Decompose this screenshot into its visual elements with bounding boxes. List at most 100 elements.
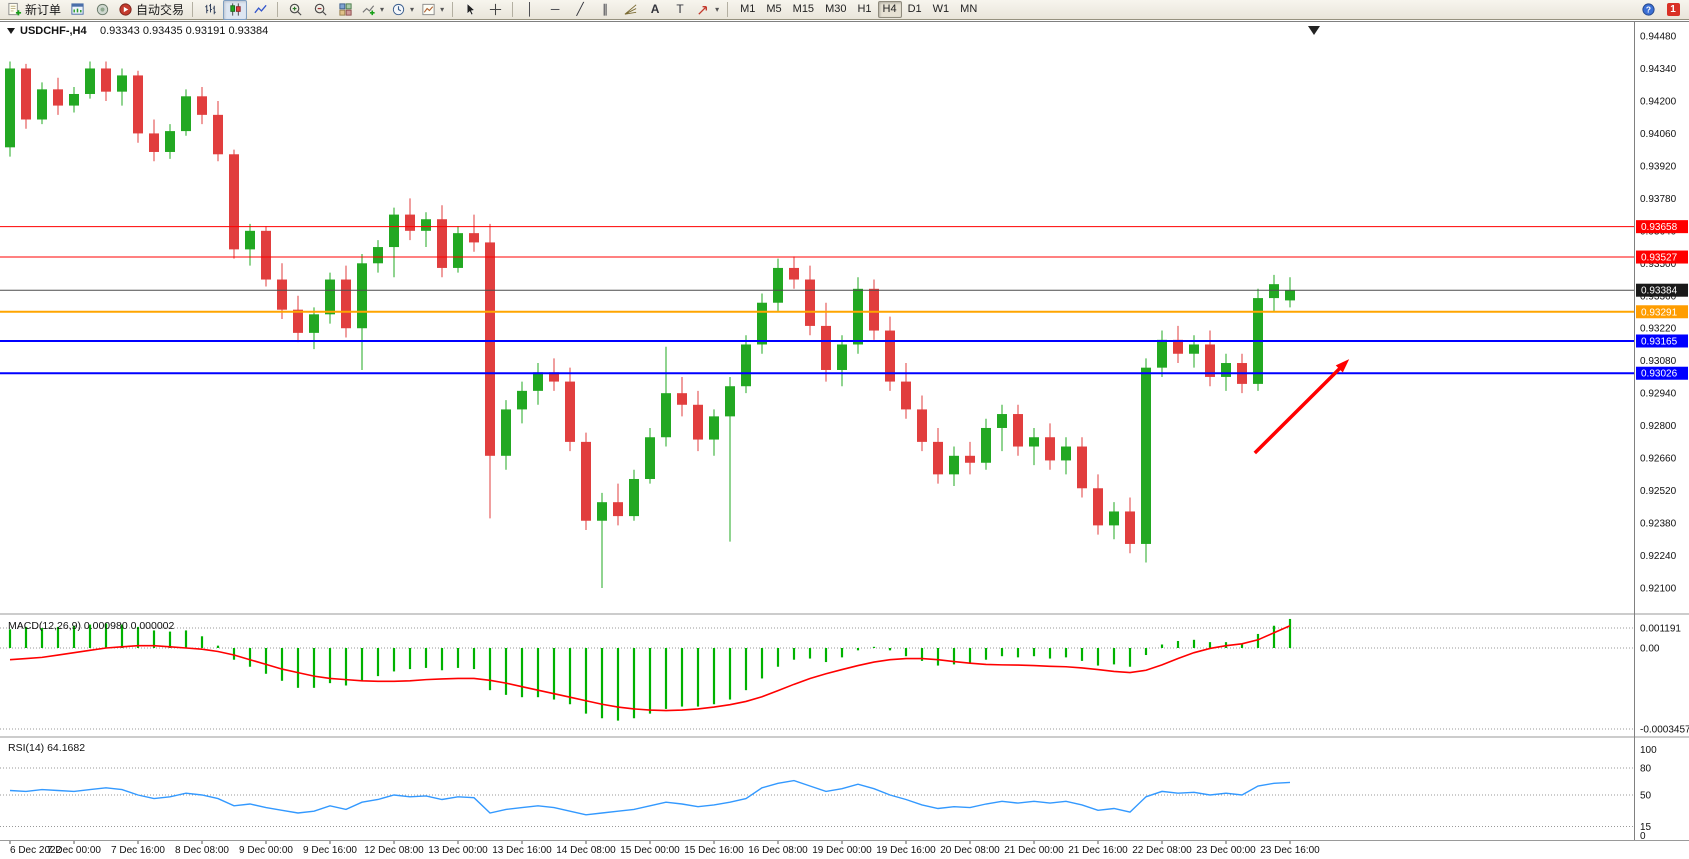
timeframe-button-M1[interactable]: M1 <box>740 3 756 15</box>
channel-tool-button[interactable]: ∥ <box>593 0 617 20</box>
indicators-button[interactable]: ▾ <box>358 0 387 20</box>
price-axis-tick: 0.94060 <box>1640 129 1677 140</box>
bull-candle-body <box>629 478 639 517</box>
rsi-axis-label: 100 <box>1640 745 1657 756</box>
time-axis-label: 19 Dec 16:00 <box>876 845 936 856</box>
bear-candle-body <box>405 214 415 231</box>
time-axis-label: 12 Dec 08:00 <box>364 845 424 856</box>
cursor-tool-button[interactable] <box>458 0 482 20</box>
bear-candle-body <box>1077 446 1087 489</box>
toolbar-separator <box>727 2 729 17</box>
price-axis-tick: 0.92660 <box>1640 454 1677 465</box>
text-label-tool-button[interactable]: T <box>668 0 692 20</box>
resistance-line-upper-badge <box>1636 220 1688 234</box>
timeframe-button-H1[interactable]: H1 <box>857 3 872 15</box>
time-axis-label: 7 Dec 00:00 <box>47 845 101 856</box>
chart-title-ohlc: 0.93343 0.93435 0.93191 0.93384 <box>100 25 268 37</box>
auto-trading-icon <box>119 3 132 16</box>
text-tool-button[interactable]: A <box>643 0 667 20</box>
vertical-line-icon: │ <box>526 2 534 16</box>
bear-candle-body <box>565 381 575 442</box>
bear-candle-body <box>581 441 591 521</box>
market-watch-button[interactable] <box>90 0 114 20</box>
vertical-line-tool-button[interactable]: │ <box>518 0 542 20</box>
time-axis-label: 21 Dec 00:00 <box>1004 845 1064 856</box>
crosshair-tool-button[interactable] <box>483 0 507 20</box>
bull-candle-body <box>181 96 191 132</box>
rsi-label: RSI(14) 64.1682 <box>8 742 85 754</box>
bull-candle-body <box>453 233 463 268</box>
notifications-button[interactable]: 1 <box>1661 0 1685 20</box>
price-axis-tick: 0.92240 <box>1640 551 1677 562</box>
bar-chart-icon <box>204 3 216 15</box>
bull-candle-body <box>997 414 1007 428</box>
collapse-indicator-icon[interactable] <box>7 28 15 34</box>
bear-candle-body <box>613 502 623 517</box>
bull-candle-body <box>117 75 127 92</box>
bear-candle-body <box>549 372 559 382</box>
timeframe-button-MN[interactable]: MN <box>960 3 978 15</box>
time-axis-label: 9 Dec 00:00 <box>239 845 293 856</box>
bear-candle-body <box>261 230 271 280</box>
auto-trading-button[interactable]: 自动交易 <box>115 0 187 20</box>
bear-candle-body <box>933 441 943 475</box>
macd-axis-label: 0.00 <box>1640 644 1660 655</box>
timeframe-button-M5[interactable]: M5 <box>766 3 782 15</box>
zoom-in-button[interactable] <box>283 0 307 20</box>
periods-button[interactable]: ▾ <box>388 0 417 20</box>
tile-windows-button[interactable] <box>333 0 357 20</box>
new-order-icon <box>8 2 22 16</box>
chart-title-symbol: USDCHF-,H4 <box>20 25 87 37</box>
bar-chart-type-button[interactable] <box>198 0 222 20</box>
bear-candle-body <box>229 154 239 250</box>
dropdown-caret-icon: ▾ <box>410 5 415 14</box>
zoom-out-icon <box>314 3 327 16</box>
timeframe-button-M30[interactable]: M30 <box>825 3 847 15</box>
support-line-lower-badge <box>1636 366 1688 380</box>
trendline-icon: ╱ <box>576 2 584 16</box>
bear-candle-body <box>197 96 207 115</box>
bear-candle-body <box>293 309 303 333</box>
price-badge-label: 0.93527 <box>1641 253 1678 264</box>
price-badge-label: 0.93658 <box>1641 222 1678 233</box>
trend-arrow-line[interactable] <box>1253 364 1344 455</box>
bull-candle-body <box>85 68 95 94</box>
bull-candle-body <box>37 89 47 120</box>
timeframe-button-M15[interactable]: M15 <box>792 3 815 15</box>
arrows-tool-button[interactable]: ▾ <box>693 0 722 20</box>
bull-candle-body <box>725 386 735 417</box>
chart-shift-marker-icon[interactable] <box>1308 26 1320 35</box>
price-axis-tick: 0.92940 <box>1640 389 1677 400</box>
help-button[interactable]: ? <box>1636 0 1660 20</box>
bear-candle-body <box>1173 339 1183 354</box>
time-axis-label: 14 Dec 08:00 <box>556 845 616 856</box>
price-axis-tick: 0.94480 <box>1640 32 1677 43</box>
bull-candle-body <box>533 372 543 391</box>
chart-windows-button[interactable] <box>65 0 89 20</box>
crosshair-icon <box>489 3 501 16</box>
toolbar: 新订单 自动交易 <box>0 0 1689 20</box>
candlestick-chart-type-button[interactable] <box>223 0 248 20</box>
zoom-out-button[interactable] <box>308 0 332 20</box>
templates-button[interactable]: ▾ <box>418 0 447 20</box>
trend-arrow-head <box>1335 359 1350 373</box>
new-order-button[interactable]: 新订单 <box>4 0 64 20</box>
bull-candle-body <box>837 344 847 370</box>
trendline-tool-button[interactable]: ╱ <box>568 0 592 20</box>
timeframe-button-D1[interactable]: D1 <box>907 3 922 15</box>
timeframe-button-H4[interactable]: H4 <box>877 1 902 18</box>
toolbar-separator <box>512 2 514 17</box>
timeframe-toolbar: M1 M5 M15 M30 H1 H4 D1 W1 MN <box>735 1 982 18</box>
horizontal-line-tool-button[interactable]: ─ <box>543 0 567 20</box>
fibonacci-tool-button[interactable] <box>618 0 642 20</box>
timeframe-button-W1[interactable]: W1 <box>932 3 950 15</box>
bull-candle-body <box>981 427 991 463</box>
line-chart-type-button[interactable] <box>248 0 272 20</box>
macd-axis-label: 0.001191 <box>1640 624 1681 635</box>
cursor-icon <box>466 3 475 16</box>
bear-candle-body <box>1205 344 1215 377</box>
indicators-icon <box>362 5 375 16</box>
bear-candle-body <box>917 409 927 442</box>
time-axis-label: 9 Dec 16:00 <box>303 845 357 856</box>
